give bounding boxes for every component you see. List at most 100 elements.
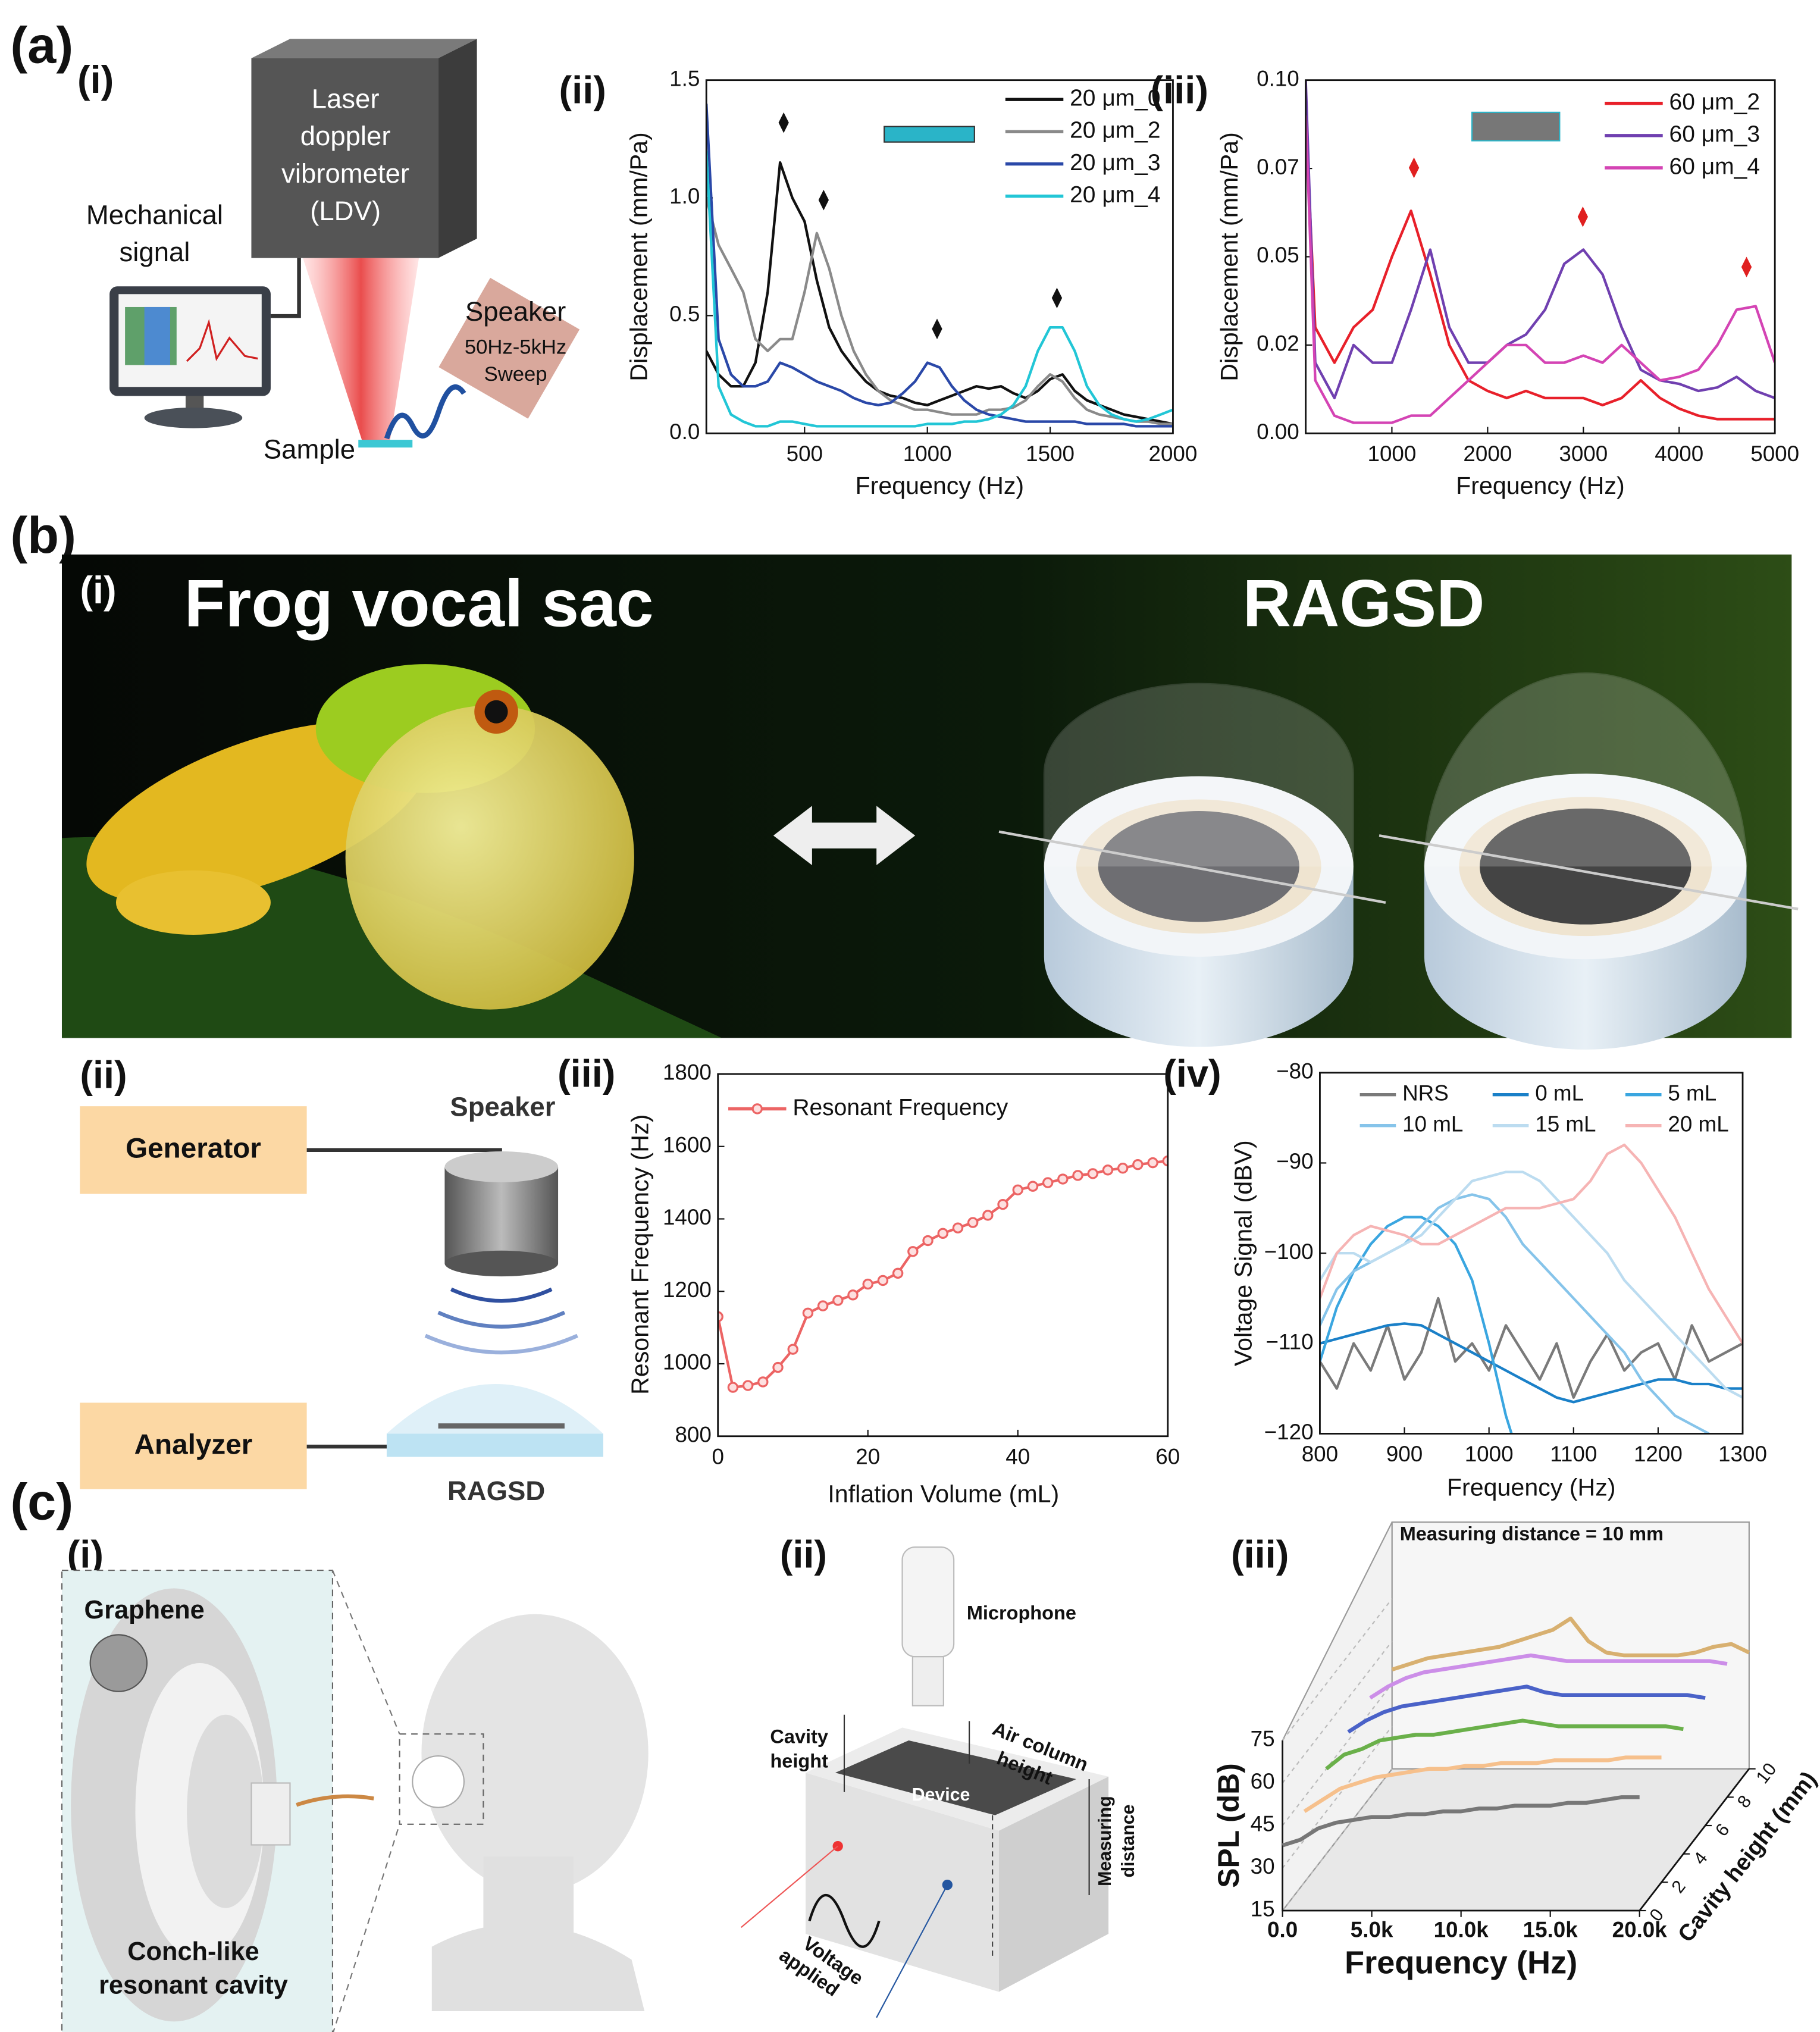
y-axis-title: Displacement (mm/Pa) <box>1216 132 1243 381</box>
point <box>1162 1155 1168 1167</box>
panel-label: (c) <box>10 1474 73 1531</box>
point <box>862 1278 873 1290</box>
y-tick-label: 0.02 <box>1257 331 1299 356</box>
y-tick-label: 30 <box>1251 1854 1275 1878</box>
mechanical-label: signal <box>120 237 190 267</box>
series-line <box>1347 1685 1706 1734</box>
plot-area <box>718 1155 1168 1393</box>
series-line <box>1305 115 1775 421</box>
photo-title: Frog vocal sac <box>184 566 654 641</box>
legend-label: 5 mL <box>1668 1081 1716 1105</box>
series-line <box>706 197 1173 425</box>
panel-label: (iv) <box>1163 1051 1221 1095</box>
legend-swatch <box>751 1103 763 1114</box>
ldv-label: Laser <box>312 83 380 114</box>
x-tick-label: 40 <box>1005 1444 1030 1469</box>
y-tick-label: 1600 <box>663 1132 712 1157</box>
x-axis-title: Frequency (Hz) <box>1345 1945 1577 1980</box>
grid-line <box>1282 1768 1393 1911</box>
y-axis-title: Voltage Signal (dBV) <box>1230 1140 1257 1366</box>
grid-line <box>1282 1683 1393 1826</box>
x-axis-title: Frequency (Hz) <box>1456 472 1625 499</box>
point <box>1117 1163 1129 1174</box>
point <box>817 1300 829 1311</box>
y-axis-title: SPL (dB) <box>1212 1763 1245 1887</box>
y-tick-label: −120 <box>1264 1420 1314 1444</box>
legend-label: 20 μm_0 <box>1070 85 1160 111</box>
z-tick-label: 2 <box>1668 1877 1689 1897</box>
legend-label: 10 mL <box>1402 1112 1463 1136</box>
z-tick-label: 10 <box>1753 1759 1781 1787</box>
point <box>982 1210 994 1221</box>
y-axis-title: Resonant Frequency (Hz) <box>626 1114 654 1395</box>
series-line <box>1320 1170 1743 1399</box>
box-label: Analyzer <box>134 1429 253 1461</box>
series-line <box>1305 80 1775 400</box>
x-tick-label: 4000 <box>1655 442 1703 466</box>
x-tick-label: 1000 <box>1367 442 1416 466</box>
x-tick-label: 3000 <box>1559 442 1608 466</box>
z-tick-label: 4 <box>1690 1849 1711 1869</box>
axis-frame <box>1319 1072 1744 1435</box>
measure-setup: Generator Analyzer Speaker RAGSD <box>80 1091 603 1506</box>
panel-label: (b) <box>10 507 76 564</box>
mic-label: Microphone <box>967 1602 1076 1623</box>
point <box>952 1222 964 1233</box>
legend-label: 0 mL <box>1535 1081 1584 1105</box>
y-tick-label: −110 <box>1265 1329 1313 1354</box>
series-line <box>1391 1616 1750 1671</box>
x-tick-label: 5.0k <box>1351 1917 1393 1942</box>
point <box>1147 1157 1158 1169</box>
z-axis <box>1639 1768 1750 1911</box>
legend-label: 60 μm_3 <box>1669 121 1761 147</box>
y-tick-label: 60 <box>1251 1769 1275 1793</box>
y-tick-label: 1200 <box>663 1278 712 1302</box>
point <box>1042 1177 1054 1188</box>
point <box>892 1267 904 1279</box>
x-tick-label: 20.0k <box>1612 1917 1668 1942</box>
point <box>907 1246 919 1257</box>
x-axis-title: Inflation Volume (mL) <box>828 1480 1059 1507</box>
legend-label: 15 mL <box>1535 1112 1596 1136</box>
y-tick-label: 0.05 <box>1257 243 1299 267</box>
z-tick-label: 8 <box>1734 1792 1755 1812</box>
device <box>1379 672 1799 1050</box>
point <box>1102 1164 1114 1176</box>
panel-label: (i) <box>77 58 114 101</box>
panel-label: (i) <box>67 1533 104 1576</box>
earphone: Graphene Conch-like resonant cavity <box>61 1569 649 2032</box>
panel-label: (ii) <box>780 1533 827 1576</box>
chart-title: Measuring distance = 10 mm <box>1400 1523 1664 1544</box>
y-tick-label: 45 <box>1251 1812 1275 1836</box>
legend-label: NRS <box>1402 1081 1449 1105</box>
axis-frame <box>705 79 1174 434</box>
x-tick-label: 10.0k <box>1434 1917 1489 1942</box>
photo-title: RAGSD <box>1243 566 1485 641</box>
ldv-label: doppler <box>300 121 391 151</box>
axis-frame <box>1305 79 1776 434</box>
sweep-label: Sweep <box>484 363 547 386</box>
point <box>802 1307 814 1319</box>
x-tick-label: 500 <box>787 442 823 466</box>
y-tick-label: 0.5 <box>669 302 700 326</box>
y-tick-label: −90 <box>1276 1149 1313 1173</box>
panel-label: (i) <box>80 568 116 612</box>
x-tick-label: 900 <box>1386 1442 1423 1466</box>
series-line <box>706 161 1173 425</box>
point <box>757 1376 769 1388</box>
legend-label: 60 μm_4 <box>1669 154 1761 179</box>
x-axis-title: Frequency (Hz) <box>856 472 1025 499</box>
y-tick-label: 15 <box>1251 1897 1275 1921</box>
point <box>772 1361 784 1373</box>
y-tick-label: 0.10 <box>1257 66 1299 90</box>
x-tick-label: 20 <box>856 1444 880 1469</box>
speaker-label: Speaker <box>465 296 566 327</box>
point <box>742 1380 754 1391</box>
x-tick-label: 2000 <box>1463 442 1512 466</box>
cavity-height-label: Cavity <box>770 1726 828 1747</box>
point <box>787 1344 798 1355</box>
device <box>998 682 1386 1047</box>
point <box>997 1198 1008 1210</box>
speaker-label: Speaker <box>450 1091 555 1122</box>
ldv-label: (LDV) <box>310 196 381 226</box>
